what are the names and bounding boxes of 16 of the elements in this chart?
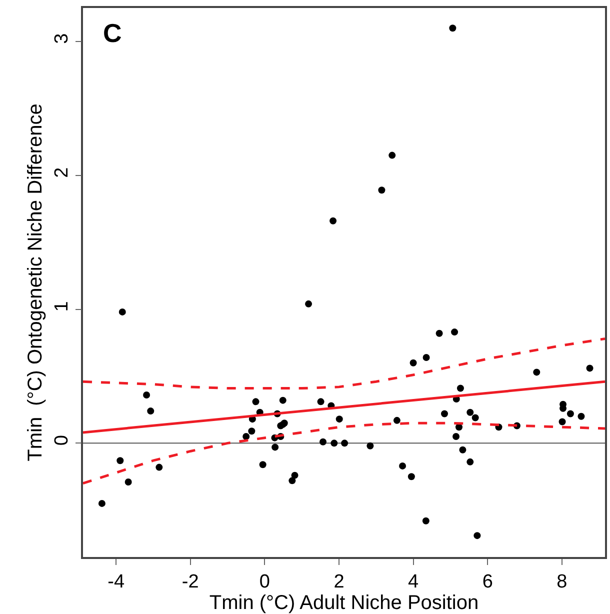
x-tick-label: 6 bbox=[482, 572, 493, 593]
x-axis-title: Tmin (°C) Adult Niche Position bbox=[209, 592, 479, 614]
annotation: C bbox=[103, 18, 122, 48]
line-series bbox=[83, 337, 605, 390]
x-tick-label: 8 bbox=[556, 572, 568, 593]
x-tick-label: 0 bbox=[259, 572, 270, 593]
line-series bbox=[83, 422, 605, 485]
y-tick-label: 0 bbox=[52, 435, 73, 446]
y-tick-label: 1 bbox=[52, 301, 73, 312]
x-tick-label: -4 bbox=[108, 572, 125, 593]
y-axis-title: Tmin (°C) Ontogenetic Niche Difference bbox=[24, 104, 47, 462]
y-tick-label: 2 bbox=[52, 167, 73, 178]
x-tick-label: 4 bbox=[408, 572, 419, 593]
x-tick-label: 2 bbox=[334, 572, 344, 593]
x-tick-label: -2 bbox=[182, 572, 199, 593]
y-tick-label: 3 bbox=[52, 33, 73, 44]
